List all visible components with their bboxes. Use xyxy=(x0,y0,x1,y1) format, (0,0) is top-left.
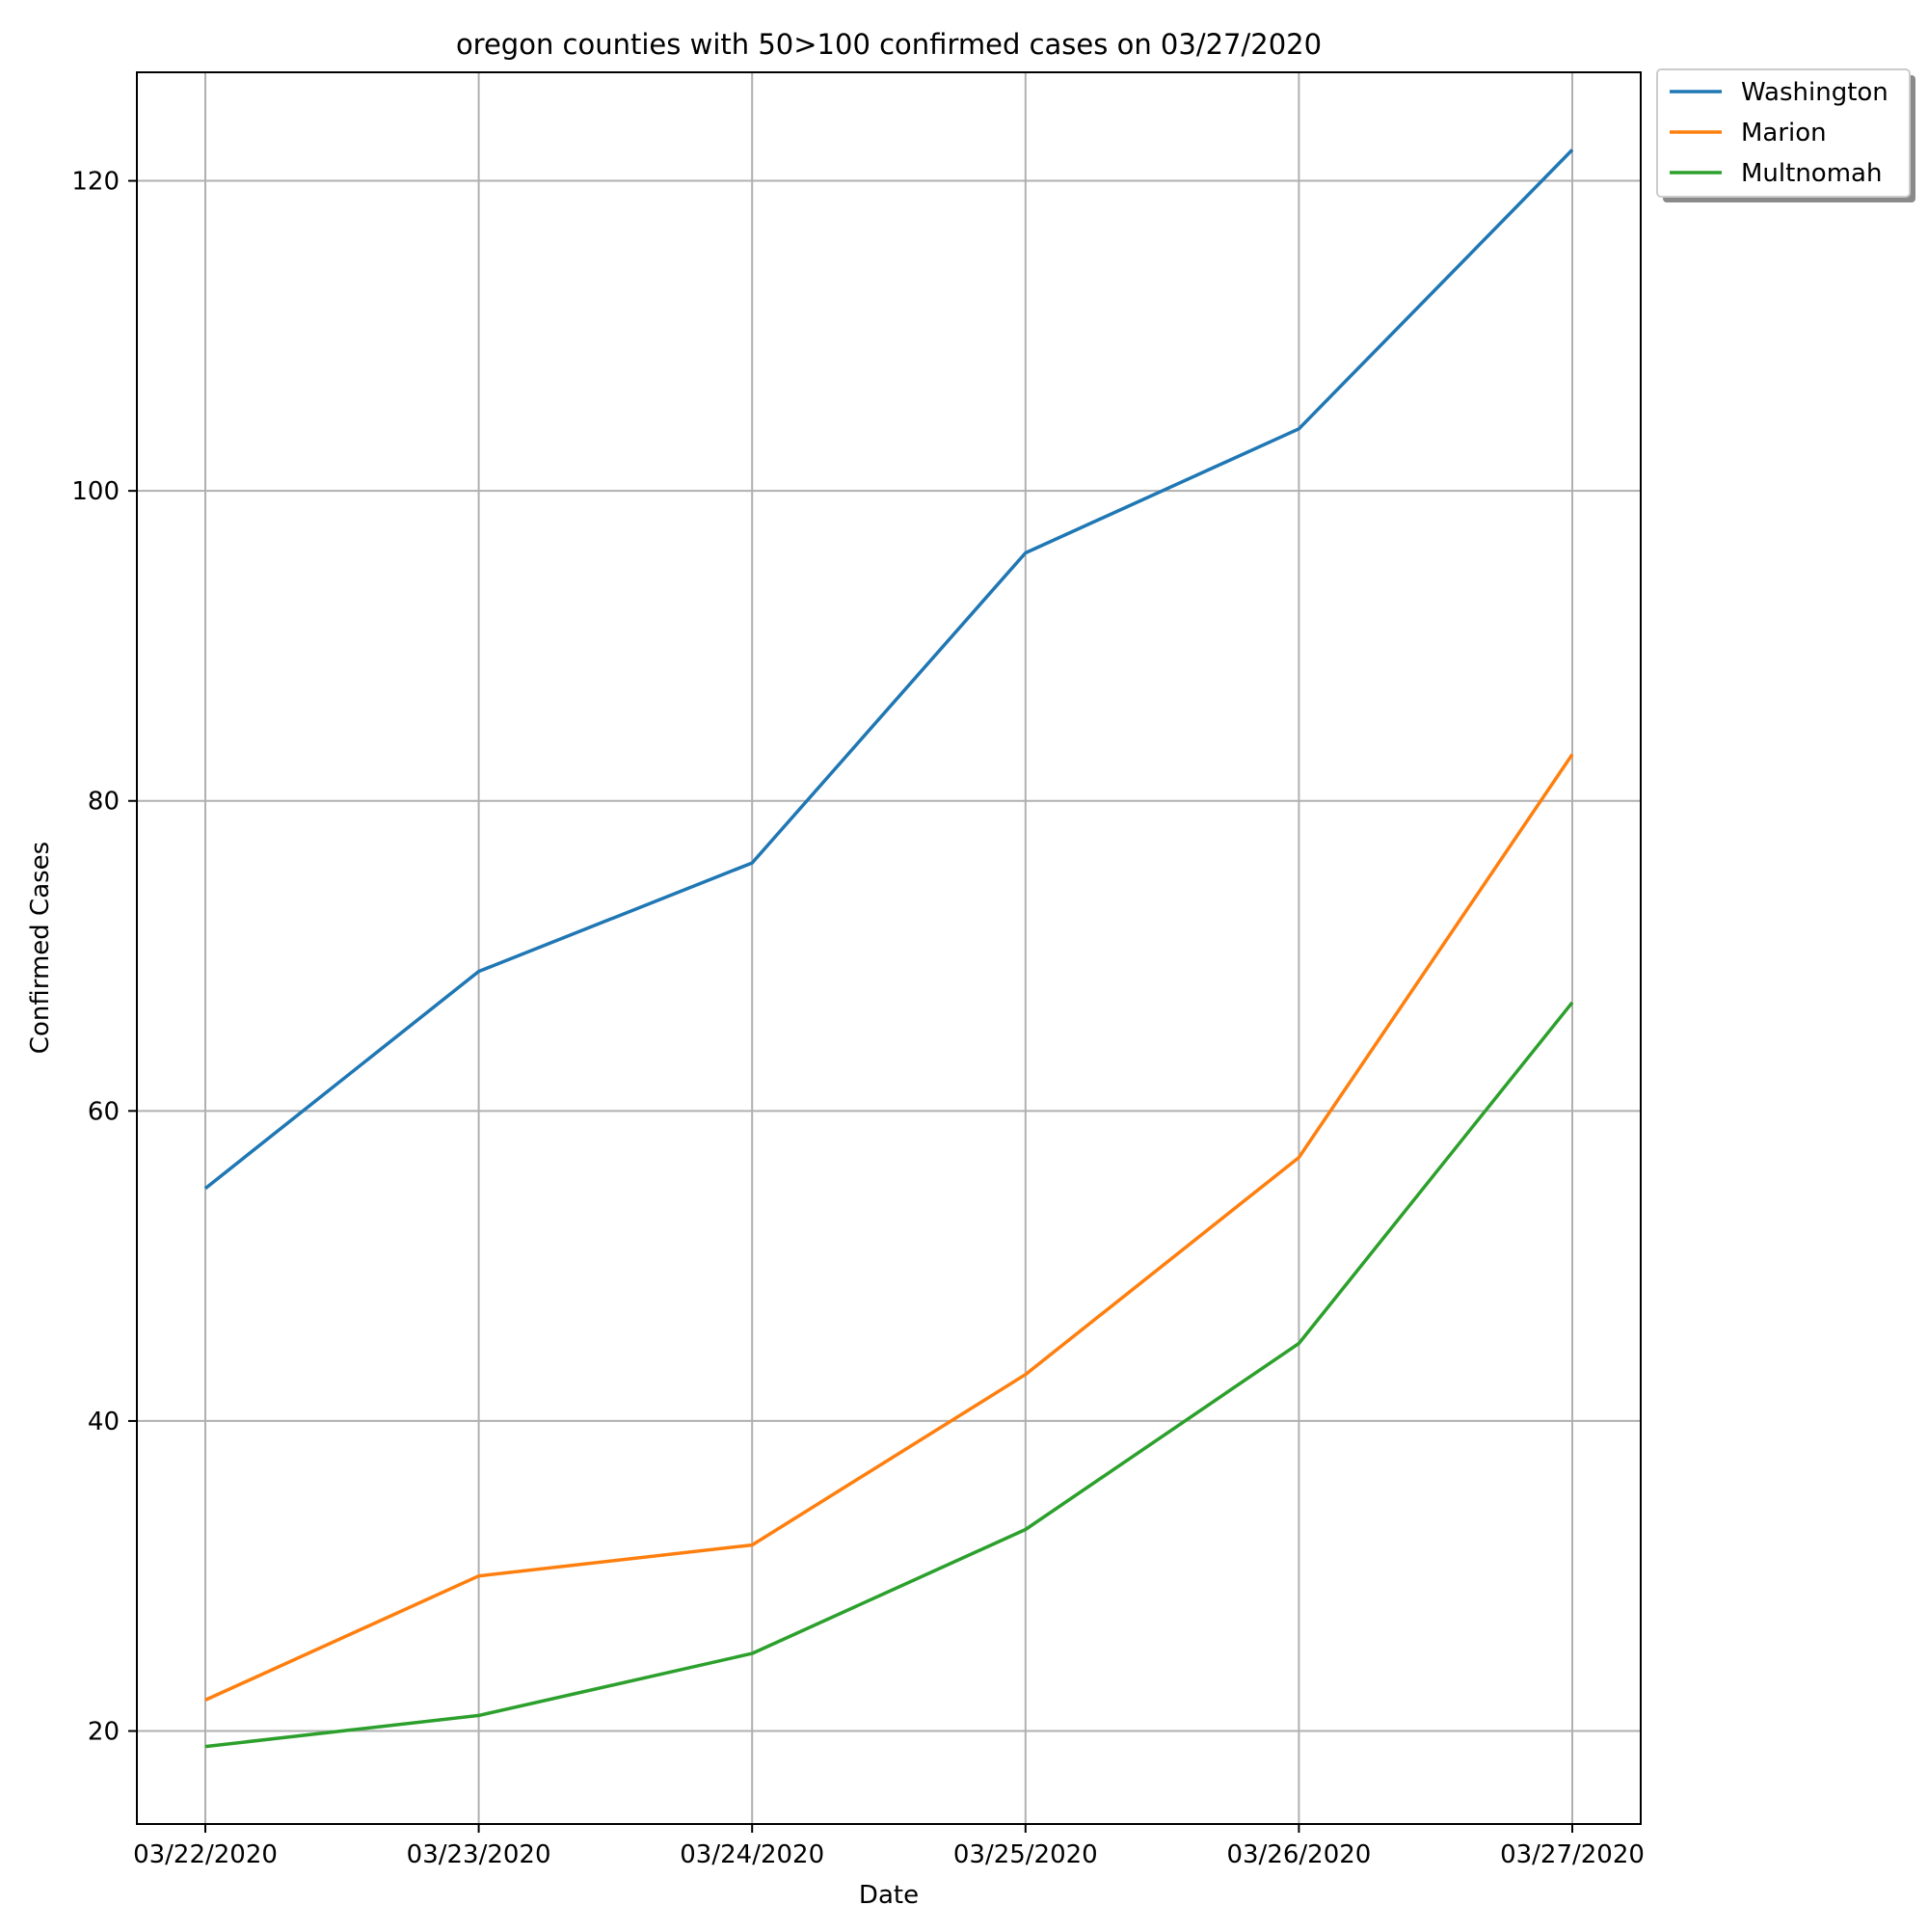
y-tick-label: 20 xyxy=(88,1718,120,1747)
y-tick-label: 100 xyxy=(71,477,120,506)
x-axis-label: Date xyxy=(859,1881,919,1910)
legend-label: Multnomah xyxy=(1741,159,1882,188)
y-axis-label: Confirmed Cases xyxy=(26,842,55,1054)
series-line-multnomah xyxy=(204,1001,1574,1749)
axis-ticks: 03/22/2020 03/23/2020 03/24/2020 03/25/2020… xyxy=(71,168,1645,1869)
legend-box xyxy=(1656,68,1911,198)
y-tick-label: 120 xyxy=(71,168,120,197)
legend-label: Washington xyxy=(1741,78,1888,107)
x-tick-label: 03/26/2020 xyxy=(1226,1840,1371,1869)
legend: Washington Marion Multnomah xyxy=(1656,68,1915,202)
chart-title: oregon counties with 50>100 confirmed ca… xyxy=(456,28,1322,61)
y-tick-label: 40 xyxy=(88,1408,120,1436)
series-line-washington xyxy=(203,148,1574,1191)
legend-label: Marion xyxy=(1741,119,1827,148)
series-lines xyxy=(203,148,1574,1749)
x-tick-label: 03/24/2020 xyxy=(680,1840,824,1869)
x-tick-label: 03/27/2020 xyxy=(1500,1840,1645,1869)
x-tick-label: 03/22/2020 xyxy=(133,1840,278,1869)
y-tick-label: 80 xyxy=(88,788,120,817)
series-line-marion xyxy=(204,753,1574,1702)
plot-area-frame xyxy=(136,71,1642,1825)
x-tick-label: 03/23/2020 xyxy=(407,1840,551,1869)
grid-lines xyxy=(137,72,1641,1824)
x-tick-label: 03/25/2020 xyxy=(953,1840,1098,1869)
y-tick-label: 60 xyxy=(88,1097,120,1126)
